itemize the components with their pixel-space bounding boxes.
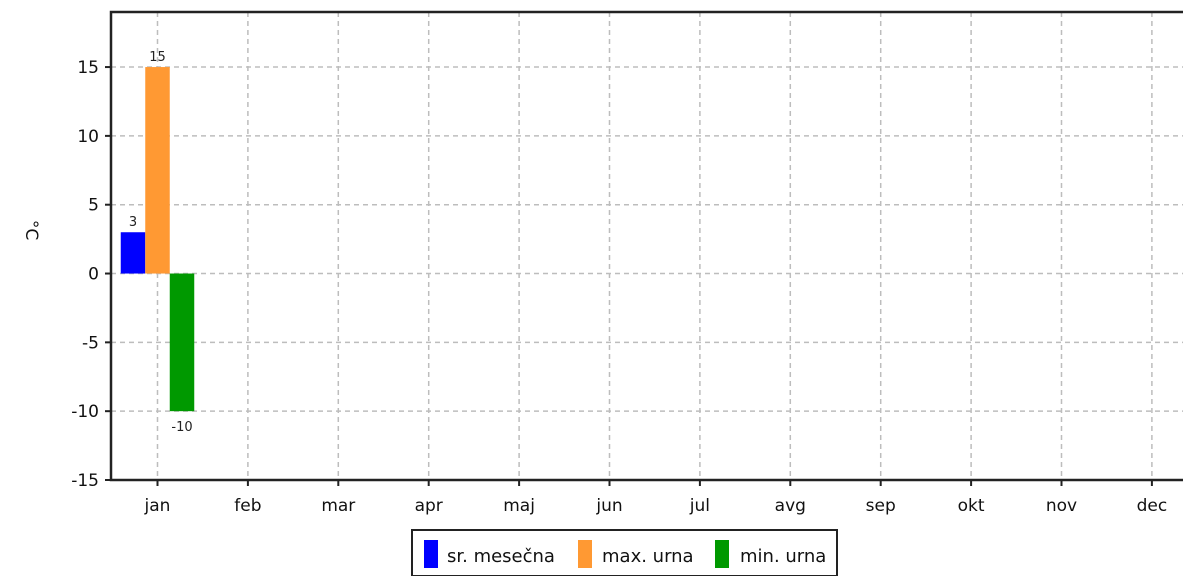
legend-swatch [424, 540, 438, 568]
data-label: 3 [129, 215, 137, 230]
y-tick-label: -10 [71, 402, 99, 422]
y-axis: 15 10 5 0 -5 -10 -15 [71, 58, 111, 491]
legend: sr. mesečna max. urna min. urna [411, 529, 838, 576]
x-tick-label: dec [1137, 496, 1168, 516]
x-tick-label: jan [144, 496, 171, 516]
legend-swatch [578, 540, 592, 568]
legend-label: max. urna [602, 546, 694, 567]
y-tick-label: -15 [71, 471, 99, 491]
x-tick-label: apr [415, 496, 443, 516]
bar-sr-mese-na-jan [120, 232, 146, 274]
y-tick-label: 15 [77, 58, 99, 78]
y-tick-label: 5 [88, 196, 99, 216]
bars [120, 67, 195, 412]
data-label: -10 [171, 420, 192, 435]
gridlines [111, 12, 1183, 481]
bar-min-urna-jan [169, 273, 195, 412]
legend-label: sr. mesečna [447, 546, 555, 567]
y-tick-label: -5 [82, 333, 99, 353]
legend-label: min. urna [740, 546, 826, 567]
y-tick-label: 0 [88, 265, 99, 285]
x-axis: jan feb mar apr maj jun jul avg sep okt nov dec [144, 480, 1168, 516]
legend-box [411, 529, 838, 576]
plot-frame [109, 10, 1183, 482]
x-tick-label: sep [866, 496, 896, 516]
y-axis-label: °C [21, 220, 41, 240]
x-tick-label: mar [321, 496, 355, 516]
x-tick-label: nov [1046, 496, 1077, 516]
bar-max-urna-jan [145, 67, 170, 274]
y-tick-label: 10 [77, 127, 99, 147]
x-tick-label: jun [595, 496, 622, 516]
x-tick-label: okt [958, 496, 985, 516]
x-tick-label: maj [503, 496, 535, 516]
x-tick-label: avg [775, 496, 806, 516]
data-labels: 3 15 -10 [129, 50, 193, 435]
legend-swatch [715, 540, 729, 568]
x-tick-label: jul [689, 496, 710, 516]
data-label: 15 [149, 50, 166, 65]
x-tick-label: feb [234, 496, 261, 516]
